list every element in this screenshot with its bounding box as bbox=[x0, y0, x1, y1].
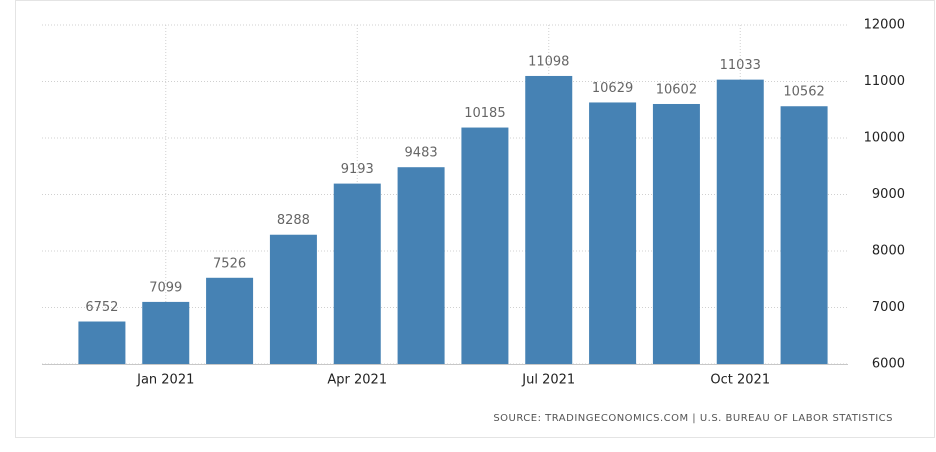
data-label: 6752 bbox=[85, 300, 118, 315]
y-tick-label: 6000 bbox=[872, 357, 905, 372]
y-tick-label: 7000 bbox=[872, 300, 905, 315]
bar bbox=[142, 301, 190, 364]
data-label: 7099 bbox=[149, 280, 182, 295]
source: SOURCE: TRADINGECONOMICS.COM | U.S. BURE… bbox=[493, 413, 893, 424]
data-label: 9193 bbox=[341, 162, 374, 177]
bar bbox=[780, 106, 828, 364]
data-label: 10185 bbox=[464, 106, 505, 121]
y-tick-label: 10000 bbox=[864, 131, 905, 146]
bar bbox=[206, 277, 254, 364]
data-label: 11033 bbox=[720, 58, 761, 73]
y-tick-label: 11000 bbox=[864, 74, 905, 89]
bar bbox=[525, 75, 573, 364]
bar bbox=[716, 79, 764, 364]
bar bbox=[78, 321, 126, 364]
bar bbox=[461, 127, 509, 364]
data-label: 10629 bbox=[592, 81, 633, 96]
data-label: 11098 bbox=[528, 54, 569, 69]
data-label: 9483 bbox=[405, 146, 438, 161]
x-tick-label: Jan 2021 bbox=[136, 373, 194, 388]
bar bbox=[652, 103, 700, 364]
data-label: 7526 bbox=[213, 256, 246, 271]
bar bbox=[333, 183, 381, 364]
y-tick-label: 12000 bbox=[864, 18, 905, 33]
data-label: 8288 bbox=[277, 213, 310, 228]
y-tick-label: 8000 bbox=[872, 244, 905, 259]
x-tick-label: Apr 2021 bbox=[327, 373, 387, 388]
bar bbox=[397, 167, 445, 364]
bar bbox=[269, 234, 317, 364]
x-tick-label: Oct 2021 bbox=[710, 373, 770, 388]
data-label: 10602 bbox=[656, 82, 697, 97]
data-label: 10562 bbox=[783, 85, 824, 100]
y-tick-label: 9000 bbox=[872, 187, 905, 202]
bar bbox=[589, 102, 637, 365]
x-tick-label: Jul 2021 bbox=[521, 373, 575, 388]
